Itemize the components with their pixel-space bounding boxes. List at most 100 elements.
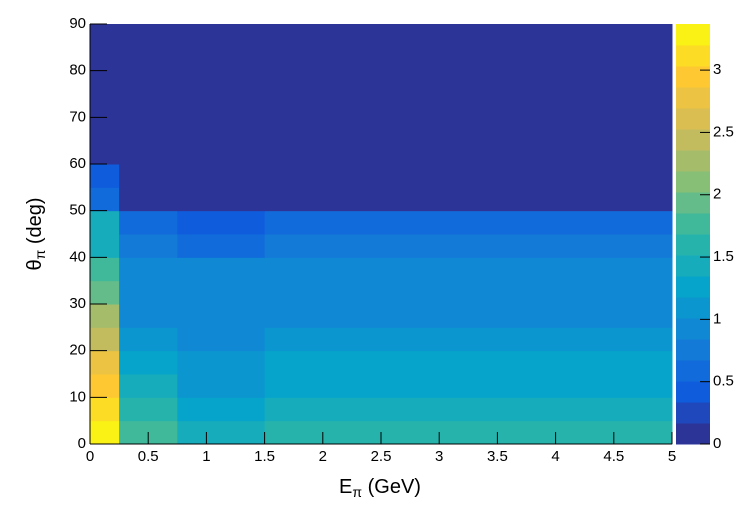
y-tick-label: 60	[69, 155, 86, 172]
heatmap-cell	[90, 94, 120, 118]
z-tick-label: 0	[713, 435, 721, 452]
heatmap-cell	[264, 70, 673, 95]
heatmap-cell	[264, 374, 673, 398]
heatmap-cell	[177, 420, 266, 445]
color-bar-band	[676, 66, 710, 88]
x-tick-label: 0	[86, 448, 94, 465]
heatmap-cell	[264, 280, 673, 305]
heatmap-cell	[177, 140, 266, 165]
heatmap-cell	[119, 47, 178, 72]
y-tick-label: 20	[69, 342, 86, 359]
heatmap-cell	[177, 187, 266, 212]
heatmap-cell	[90, 374, 120, 398]
heatmap-cell	[177, 47, 266, 72]
x-tick-label: 2.5	[371, 448, 392, 465]
heatmap-cells	[90, 24, 673, 445]
color-bar-band	[676, 276, 710, 298]
axes: 00.511.522.530 0.5 1 1.5 2 2.5 3 3.5 4 4.5 5010203…	[69, 15, 734, 465]
y-axis-title: θπ (deg)	[24, 197, 47, 270]
heatmap-cell	[264, 47, 673, 72]
heatmap-cell	[119, 187, 178, 212]
heatmap-cell	[90, 140, 120, 165]
heatmap-cell	[264, 24, 673, 48]
heatmap-cell	[90, 70, 120, 95]
x-tick-label: 1	[202, 448, 210, 465]
heatmap-cell	[264, 94, 673, 118]
color-bar-band	[676, 129, 710, 151]
heatmap-cell	[264, 164, 673, 188]
color-bar-band	[676, 360, 710, 382]
x-title-main: E	[339, 476, 352, 498]
z-tick-label: 2	[713, 186, 721, 203]
heatmap-cell	[264, 117, 673, 142]
x-tick-label: 4	[551, 448, 559, 465]
heatmap-cell	[119, 117, 178, 142]
heatmap-cell	[177, 350, 266, 375]
y-tick-label: 0	[78, 435, 86, 452]
x-tick-label: 2	[319, 448, 327, 465]
x-tick-label: 3.5	[487, 448, 508, 465]
z-tick-label: 0.5	[713, 373, 734, 390]
y-tick-label: 50	[69, 202, 86, 219]
heatmap-cell	[177, 374, 266, 398]
x-tick-label: 3	[435, 448, 443, 465]
color-bar	[676, 24, 710, 445]
y-tick-label: 40	[69, 248, 86, 265]
heatmap-cell	[90, 234, 120, 258]
heatmap-cell	[90, 280, 120, 305]
color-bar-band	[676, 381, 710, 403]
heatmap-cell	[264, 420, 673, 445]
heatmap-cell	[90, 397, 120, 422]
color-bar-band	[676, 45, 710, 67]
heatmap-cell	[264, 140, 673, 165]
x-axis-title: Eπ (GeV)	[339, 476, 421, 499]
heatmap-cell	[90, 350, 120, 375]
color-bar-band	[676, 339, 710, 361]
x-tick-label: 0.5	[138, 448, 159, 465]
heatmap-cell	[119, 94, 178, 118]
heatmap-cell	[119, 397, 178, 422]
heatmap-cell	[264, 350, 673, 375]
color-bar-band	[676, 402, 710, 424]
heatmap-cell	[119, 374, 178, 398]
z-tick-label: 2.5	[713, 123, 734, 140]
heatmap-cell	[264, 210, 673, 235]
heatmap-cell	[177, 164, 266, 188]
heatmap-cell	[90, 304, 120, 328]
heatmap-cell	[177, 94, 266, 118]
heatmap-cell	[177, 327, 266, 352]
heatmap-cell	[119, 140, 178, 165]
heatmap-cell	[119, 234, 178, 258]
heatmap-cell	[177, 397, 266, 422]
color-bar-band	[676, 24, 710, 46]
x-tick-label: 1.5	[254, 448, 275, 465]
heatmap-cell	[177, 304, 266, 328]
heatmap-cell	[119, 24, 178, 48]
heatmap-cell	[177, 70, 266, 95]
color-bar-band	[676, 87, 710, 109]
heatmap-cell	[90, 47, 120, 72]
heatmap-cell	[119, 70, 178, 95]
heatmap-cell	[264, 234, 673, 258]
color-bar-band	[676, 213, 710, 235]
color-bar-band	[676, 171, 710, 193]
heatmap-cell	[119, 257, 178, 282]
heatmap-cell	[264, 397, 673, 422]
heatmap-cell	[90, 420, 120, 445]
color-bar-band	[676, 423, 710, 445]
heatmap-cell	[177, 210, 266, 235]
heatmap-cell	[119, 327, 178, 352]
color-bar-band	[676, 318, 710, 340]
x-title-sub: π	[352, 484, 362, 500]
heatmap-cell	[177, 257, 266, 282]
heatmap-cell	[264, 257, 673, 282]
y-tick-label: 70	[69, 108, 86, 125]
heatmap-cell	[90, 24, 120, 48]
y-title-main: θ	[24, 259, 46, 270]
heatmap-cell	[90, 117, 120, 142]
heatmap-cell	[119, 350, 178, 375]
heatmap-cell	[90, 164, 120, 188]
heatmap-cell	[90, 327, 120, 352]
heatmap-cell	[264, 327, 673, 352]
